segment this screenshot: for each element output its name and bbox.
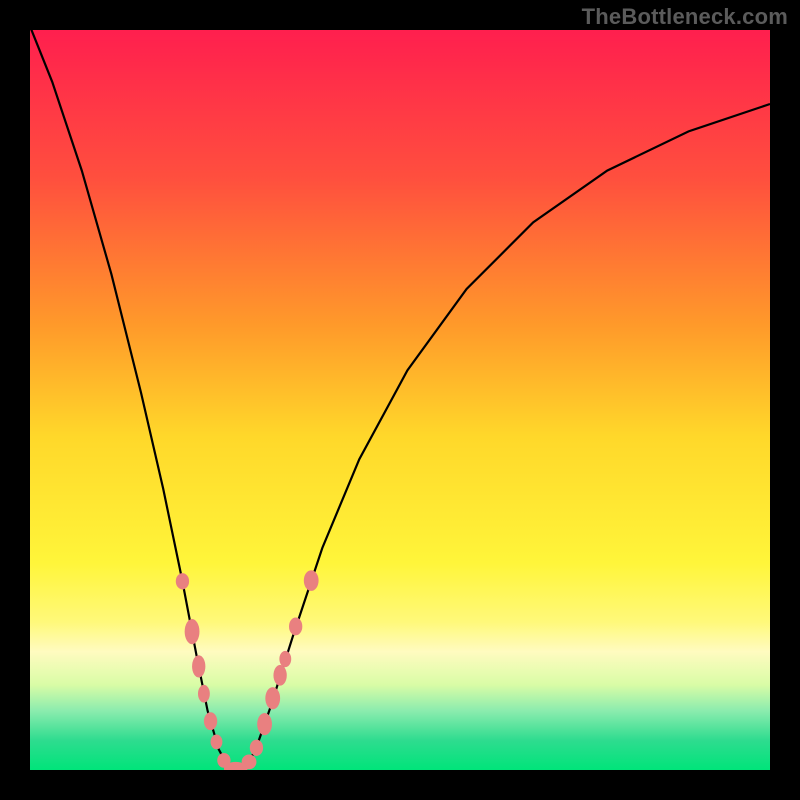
curve-marker [257, 713, 272, 735]
curve-marker [279, 651, 291, 667]
curve-marker [176, 573, 189, 589]
chart-svg [30, 30, 770, 770]
plot-area [30, 30, 770, 770]
curve-marker [265, 687, 280, 709]
curve-marker [198, 685, 210, 703]
curve-marker [242, 754, 257, 769]
curve-markers [176, 570, 319, 770]
curve-marker [273, 665, 286, 686]
curve-marker [211, 734, 223, 749]
curve-marker [250, 740, 263, 756]
bottleneck-curve [30, 30, 770, 770]
curve-marker [289, 618, 302, 636]
watermark-text: TheBottleneck.com [582, 4, 788, 30]
curve-marker [192, 655, 205, 677]
curve-marker [304, 570, 319, 591]
curve-marker [185, 619, 200, 644]
stage: TheBottleneck.com [0, 0, 800, 800]
curve-marker [204, 712, 217, 730]
